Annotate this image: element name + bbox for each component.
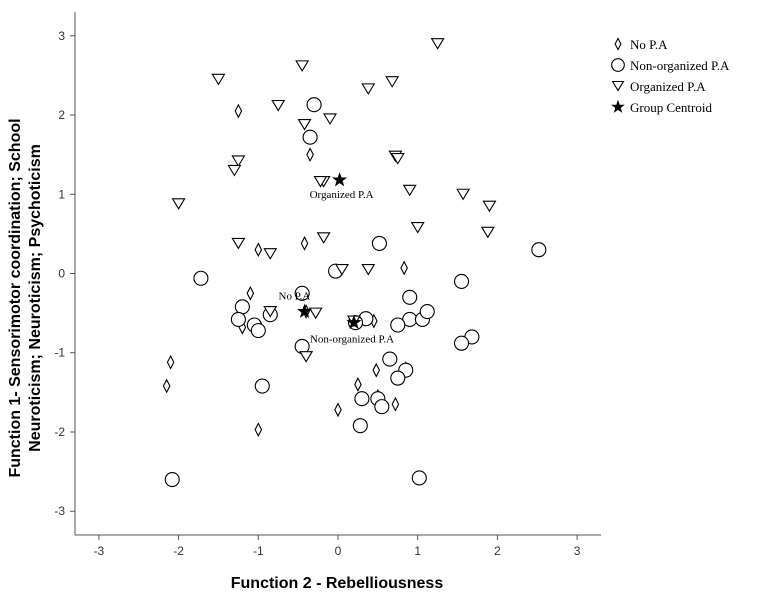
no-p-a-point — [162, 378, 171, 394]
organized-p-a-point — [390, 153, 405, 165]
no-p-a-point — [354, 377, 362, 392]
non-organized-p-a-point — [230, 311, 246, 328]
legend-label: Organized P.A — [630, 79, 706, 94]
non-organized-p-a-point — [390, 317, 406, 333]
organized-p-a-point — [482, 200, 497, 213]
y-tick-label: 0 — [58, 267, 65, 281]
axes: -3 -2 -1 0 1 2 3 -3 -2 -1 0 1 2 3 — [54, 12, 601, 558]
y-axis-title-line-2: Neuroticism; Neuroticism; Psychoticism — [27, 144, 44, 452]
organized-p-a-point — [402, 184, 417, 197]
y-tick-label: 2 — [58, 108, 65, 122]
no-p-a-point — [400, 260, 408, 276]
organized-p-a-point — [299, 351, 314, 363]
x-tick-label: -2 — [173, 544, 184, 558]
y-tick-label: 3 — [58, 29, 65, 43]
group-centroid-star — [346, 314, 362, 330]
organized-p-a-point — [295, 60, 310, 72]
non-organized-p-a-point — [402, 289, 418, 305]
legend-marker-star — [611, 99, 625, 113]
non-organized-p-a-point — [294, 285, 310, 301]
x-tick-label: 1 — [414, 544, 421, 558]
legend-marker-triangle-down — [611, 80, 625, 92]
organized-p-a-point — [211, 73, 226, 86]
non-organized-p-a-point — [164, 471, 180, 488]
organized-p-a-point — [313, 176, 328, 188]
organized-p-a-point — [361, 83, 376, 95]
non-organized-p-a-point — [419, 303, 435, 320]
non-organized-p-a-point — [352, 418, 368, 434]
group-centroid-star — [297, 303, 313, 318]
data-points — [162, 38, 547, 488]
non-organized-p-a-point — [453, 335, 470, 351]
x-tick-label: -1 — [253, 544, 264, 558]
non-organized-p-a-point — [371, 235, 387, 251]
organized-p-a-point — [231, 155, 246, 168]
non-organized-p-a-point — [411, 470, 427, 486]
non-organized-p-a-point — [354, 391, 370, 407]
y-axis-title: Function 1- Sensorimotor coordination; S… — [7, 118, 44, 477]
no-p-a-point — [254, 242, 263, 258]
non-organized-p-a-point — [254, 378, 270, 394]
legend-marker-diamond — [614, 37, 622, 51]
non-organized-p-a-point — [453, 273, 470, 289]
non-organized-p-a-point — [390, 370, 406, 386]
non-organized-p-a-point — [306, 97, 322, 113]
non-organized-p-a-point — [234, 299, 250, 315]
group-centroids: Organized P.A No P.A Non-organized P.A — [279, 172, 394, 346]
y-tick-label: -3 — [54, 504, 65, 518]
no-p-a-point — [246, 285, 255, 301]
organized-p-a-point — [323, 113, 338, 126]
organized-p-a-point — [171, 198, 186, 210]
non-organized-p-a-point — [250, 323, 266, 339]
legend-label: Group Centroid — [630, 100, 712, 115]
y-tick-label: -1 — [54, 346, 65, 360]
y-tick-label: 1 — [58, 187, 65, 201]
no-p-a-point — [254, 422, 263, 438]
y-tick-label: -2 — [54, 425, 65, 439]
organized-p-a-point — [316, 232, 331, 244]
no-p-a-point — [372, 362, 381, 378]
centroid-label: No P.A — [279, 291, 311, 303]
organized-p-a-point — [361, 263, 376, 276]
y-axis-title-line-1: Function 1- Sensorimotor coordination; S… — [7, 118, 24, 477]
no-p-a-point — [300, 235, 309, 251]
organized-p-a-point — [308, 307, 323, 320]
no-p-a-point — [391, 396, 400, 412]
non-organized-p-a-point — [382, 351, 398, 367]
x-tick-label: -3 — [94, 544, 105, 558]
organized-p-a-point — [385, 76, 400, 88]
x-axis-title: Function 2 - Rebelliousness — [231, 575, 444, 592]
no-p-a-point — [334, 402, 342, 418]
no-p-a-point — [306, 147, 314, 163]
x-tick-label: 0 — [335, 544, 342, 558]
group-centroid-star — [332, 172, 348, 187]
x-tick-label: 3 — [574, 544, 581, 558]
organized-p-a-point — [335, 263, 349, 276]
organized-p-a-point — [263, 305, 278, 318]
organized-p-a-point — [231, 237, 246, 250]
organized-p-a-point — [456, 188, 471, 201]
no-p-a-point — [166, 354, 175, 370]
legend-label: No P.A — [630, 37, 668, 52]
organized-p-a-point — [430, 38, 445, 50]
organized-p-a-point — [480, 226, 495, 239]
centroid-label: Organized P.A — [310, 189, 374, 201]
organized-p-a-point — [271, 99, 286, 112]
non-organized-p-a-point — [193, 270, 209, 286]
organized-p-a-point — [297, 118, 312, 131]
legend-marker-circle — [611, 58, 625, 72]
x-tick-label: 2 — [494, 544, 501, 558]
centroid-label: Non-organized P.A — [310, 334, 394, 346]
organized-p-a-point — [410, 221, 425, 234]
organized-p-a-point — [263, 248, 278, 260]
non-organized-p-a-point — [302, 129, 318, 145]
non-organized-p-a-point — [374, 399, 390, 415]
legend: No P.A Non-organized P.A Organized P.A Grou… — [611, 37, 730, 115]
no-p-a-point — [234, 103, 243, 119]
legend-label: Non-organized P.A — [630, 58, 730, 73]
non-organized-p-a-point — [531, 242, 547, 258]
organized-p-a-point — [227, 164, 242, 177]
